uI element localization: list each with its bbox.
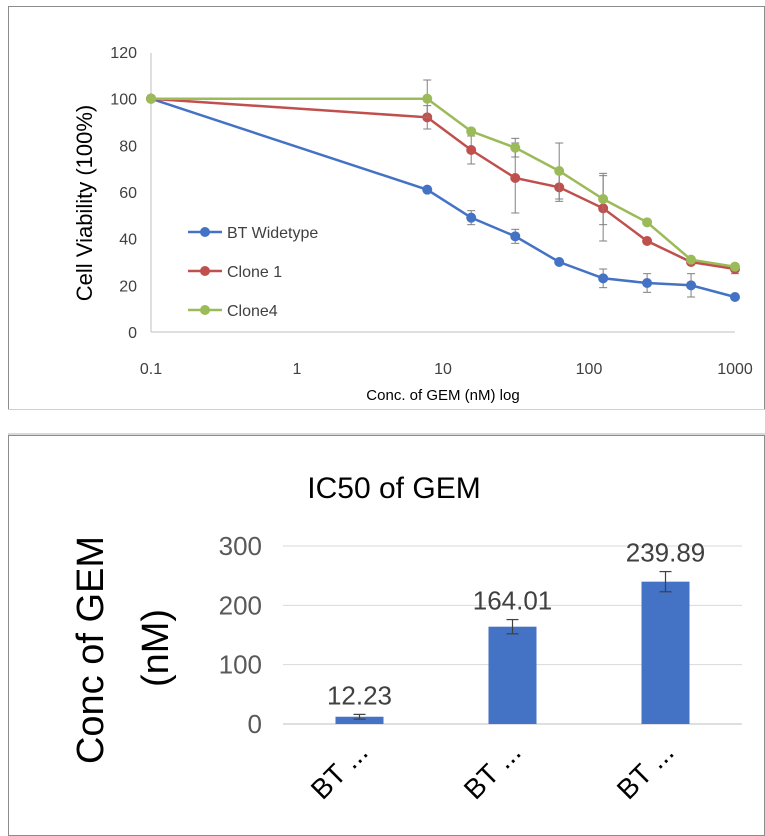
data-point: [510, 173, 521, 183]
data-point: [510, 231, 521, 242]
line-chart-x-label: Conc. of GEM (nM) log: [366, 387, 519, 404]
bar-chart-y-ticks: 0 100 200 300: [219, 531, 262, 739]
line-chart-y-ticks: 0 20 40 60 80 100 120: [110, 45, 137, 342]
bar-y-tick-label: 200: [219, 590, 262, 620]
data-point: [146, 93, 156, 104]
legend-marker: [200, 305, 210, 315]
legend-label: Clone4: [227, 303, 278, 320]
data-point: [466, 126, 477, 137]
legend-entry: Clone 1: [188, 264, 282, 281]
bar-chart-title: IC50 of GEM: [307, 472, 480, 505]
line-chart-y-label: Cell Viability (100%): [72, 105, 97, 301]
series-clone4: [146, 79, 740, 272]
bar-category-label: BT ...: [611, 736, 680, 805]
data-point: [466, 145, 477, 155]
bar-data-label: 239.89: [626, 538, 706, 568]
line-y-tick-label: 40: [119, 232, 137, 249]
data-point: [730, 261, 740, 272]
data-point: [554, 166, 565, 176]
viability-chart-panel: [8, 6, 765, 410]
ic50-bar-chart: IC50 of GEM 0 100 200 300 12.23 164.01 239.89…: [70, 472, 742, 805]
data-point: [510, 142, 521, 153]
bar-y-tick-label: 300: [219, 531, 262, 561]
data-point: [422, 184, 433, 195]
panel-divider-lower: [8, 433, 765, 435]
bar-chart-y-label-line2: (nM): [135, 609, 177, 687]
viability-line-chart: 0 20 40 60 80 100 120 0.1 1 10 100 1000 BT Widetyp…: [72, 45, 753, 404]
bar-category-label: BT ...: [305, 736, 374, 805]
data-point: [730, 292, 740, 302]
series-clone-1: [146, 93, 740, 275]
bar-y-tick-label: 100: [219, 650, 262, 680]
line-y-tick-label: 100: [110, 92, 137, 109]
bar-group: 12.23: [327, 680, 392, 724]
line-y-tick-label: 80: [119, 138, 137, 155]
ic50-chart-panel: [8, 435, 765, 836]
line-y-tick-label: 20: [119, 278, 137, 295]
legend-marker: [200, 266, 210, 276]
legend-marker: [200, 227, 210, 237]
line-x-tick-label: 0.1: [140, 361, 162, 378]
bar-y-tick-label: 0: [248, 709, 262, 739]
bar: [488, 626, 537, 724]
data-point: [422, 93, 433, 104]
line-x-tick-label: 1: [293, 361, 302, 378]
data-point: [686, 280, 697, 291]
line-x-tick-label: 1000: [717, 361, 753, 378]
bar-data-label: 164.01: [473, 586, 553, 616]
line-chart-legend: BT Widetype Clone 1 Clone4: [188, 225, 318, 320]
line-x-tick-label: 100: [576, 361, 603, 378]
line-y-tick-label: 120: [110, 45, 137, 62]
line-y-tick-label: 60: [119, 185, 137, 202]
legend-label: Clone 1: [227, 264, 282, 281]
bar: [641, 581, 690, 724]
line-chart-x-ticks: 0.1 1 10 100 1000: [140, 361, 753, 378]
data-point: [554, 257, 565, 267]
bar-category-label: BT ...: [458, 736, 527, 805]
data-point: [642, 278, 653, 288]
legend-entry: Clone4: [188, 303, 278, 320]
data-point: [642, 217, 653, 228]
line-chart-series: [146, 79, 740, 302]
bar-data-label: 12.23: [327, 680, 392, 710]
data-point: [598, 194, 609, 204]
panel-divider: [8, 409, 765, 410]
bar-group: 164.01: [473, 586, 553, 724]
data-point: [466, 212, 477, 223]
line-y-tick-label: 0: [128, 325, 137, 342]
data-point: [598, 273, 609, 284]
bar-chart-y-label-line1: Conc of GEM: [70, 536, 112, 764]
line-x-tick-label: 10: [434, 361, 452, 378]
legend-label: BT Widetype: [227, 225, 318, 242]
bar-group: 239.89: [626, 538, 706, 724]
bar-chart-bars: 12.23 164.01 239.89: [327, 538, 705, 724]
bar: [335, 716, 384, 724]
data-point: [642, 236, 653, 246]
bar-chart-x-ticks: BT ... BT ... BT ...: [305, 736, 680, 805]
data-point: [686, 254, 697, 265]
legend-entry: BT Widetype: [188, 225, 318, 242]
